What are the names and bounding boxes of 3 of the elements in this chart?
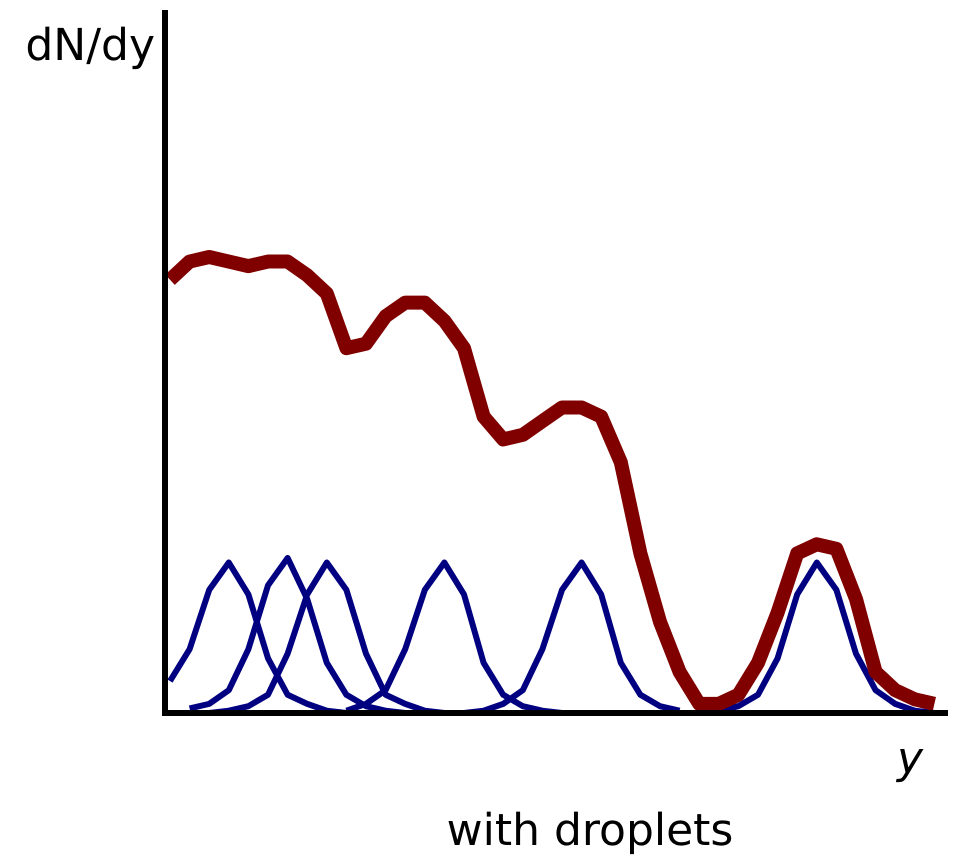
y-axis-title: dN/dy bbox=[25, 20, 155, 71]
text: with droplets bbox=[446, 805, 734, 856]
x-axis-title: y bbox=[894, 733, 924, 784]
